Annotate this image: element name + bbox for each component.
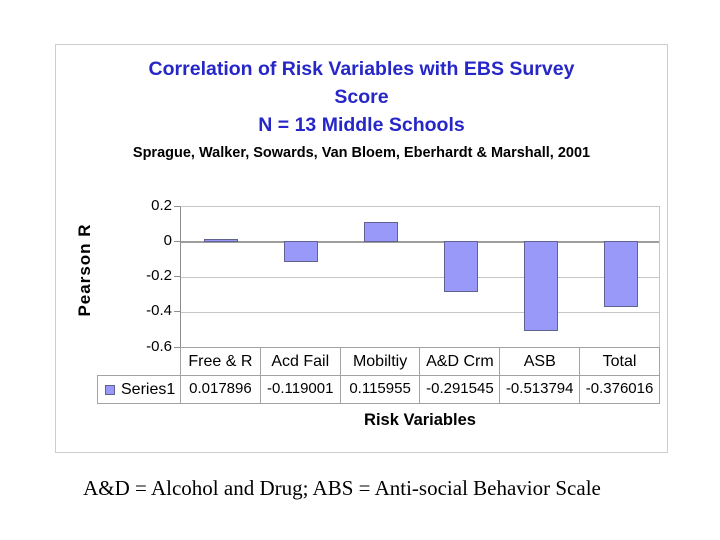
y-tick-mark <box>174 347 180 348</box>
value-cell: -0.119001 <box>259 375 340 404</box>
bar-asb <box>524 241 558 331</box>
value-cell: -0.376016 <box>579 375 660 404</box>
gridline <box>181 312 659 313</box>
plot-area <box>180 206 660 347</box>
y-tick-label: -0.6 <box>146 338 172 355</box>
value-cell: -0.513794 <box>499 375 580 404</box>
y-tick-mark <box>174 241 180 242</box>
x-axis-title: Risk Variables <box>364 411 476 429</box>
bar-total <box>604 241 638 307</box>
y-tick-label: -0.2 <box>146 267 172 284</box>
bar-mobiltiy <box>364 222 398 242</box>
bar-free-r <box>204 239 238 242</box>
y-tick-label: -0.4 <box>146 302 172 319</box>
chart-title: Correlation of Risk Variables with EBS S… <box>56 55 667 139</box>
chart-title-line-1: Correlation of Risk Variables with EBS S… <box>148 58 575 80</box>
category-header-cell: Total <box>579 347 660 375</box>
series-swatch-icon <box>105 384 115 395</box>
value-cell: 0.017896 <box>180 375 260 404</box>
bar-acd-fail <box>284 241 318 262</box>
bar-a-d-crm <box>444 241 478 292</box>
value-cell: 0.115955 <box>339 375 420 404</box>
legend-cell: Series1 <box>97 375 180 404</box>
chart-subtitle: Sprague, Walker, Sowards, Van Bloem, Ebe… <box>132 145 591 161</box>
category-header-cell: Free & R <box>180 347 260 375</box>
y-axis-title: Pearson R <box>75 223 94 317</box>
category-header-cell: Acd Fail <box>259 347 340 375</box>
value-cell: -0.291545 <box>419 375 500 404</box>
category-header-cell: Mobiltiy <box>339 347 420 375</box>
legend-label: Series1 <box>121 380 176 398</box>
y-tick-mark <box>174 276 180 277</box>
chart-title-line-3: N = 13 Middle Schools <box>258 114 465 136</box>
zero-gridline <box>181 241 659 243</box>
gridline <box>181 277 659 278</box>
y-tick-mark <box>174 311 180 312</box>
chart-title-line-2: Score <box>334 86 389 108</box>
category-header-cell: A&D Crm <box>419 347 500 375</box>
footnote-caption: A&D = Alcohol and Drug; ABS = Anti-socia… <box>83 476 601 500</box>
y-tick-label: 0 <box>163 232 172 249</box>
chart-object: Correlation of Risk Variables with EBS S… <box>55 44 668 453</box>
y-tick-label: 0.2 <box>151 197 172 214</box>
category-header-row: Free & R Acd Fail Mobiltiy A&D Crm ASB Total <box>180 347 660 375</box>
category-header-cell: ASB <box>499 347 580 375</box>
y-tick-mark <box>174 206 180 207</box>
value-row: 0.017896 -0.119001 0.115955 -0.291545 -0.513… <box>180 375 660 404</box>
